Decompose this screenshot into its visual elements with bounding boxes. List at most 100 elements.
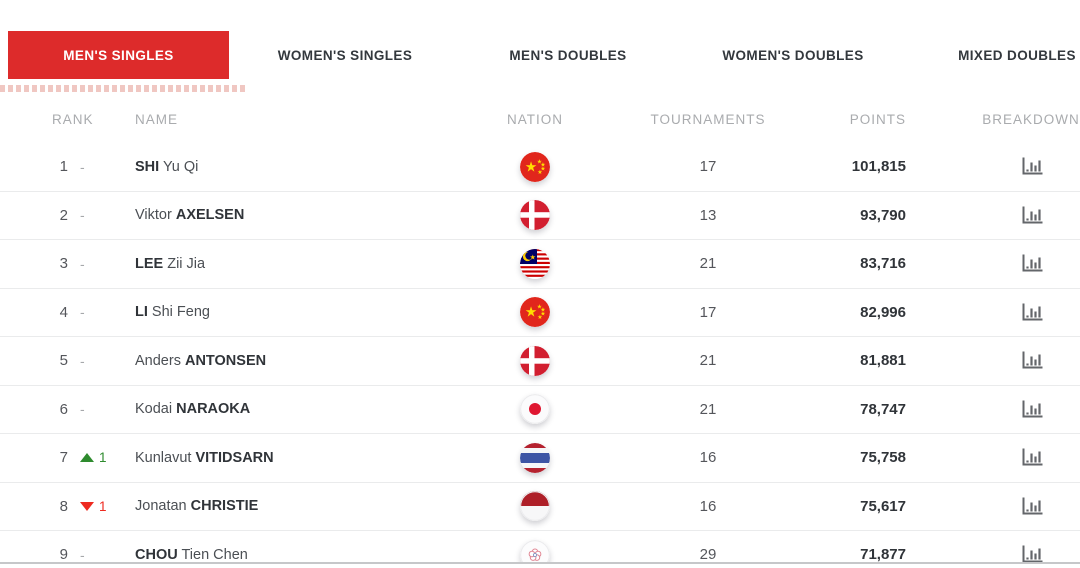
player-name: Jonatan CHRISTIE: [135, 498, 259, 515]
nation-cell: [480, 297, 590, 328]
table-row[interactable]: 1 - SHI Yu Qi 17 101,815: [0, 143, 1080, 192]
tab-womens-singles[interactable]: WOMEN'S SINGLES: [277, 47, 413, 63]
bar-chart-icon: [1022, 400, 1042, 418]
rank-change: -: [72, 547, 130, 562]
flag-mas-icon: [520, 248, 550, 279]
breakdown-button[interactable]: [1017, 397, 1046, 422]
table-row[interactable]: 3 - LEE Zii Jia 21 83,716: [0, 240, 1080, 289]
rank-change: 1: [72, 450, 130, 465]
rank-number: 4: [59, 303, 68, 321]
table-row[interactable]: 9 - CHOU Tien Chen 29 71,877: [0, 531, 1080, 564]
rank-change: 1: [72, 499, 130, 514]
points-value: 81,881: [860, 352, 906, 370]
points-value: 82,996: [860, 303, 906, 321]
header-name: NAME: [135, 111, 179, 127]
no-change-dash: -: [80, 401, 85, 418]
nation-cell: [480, 345, 590, 376]
rank-change: -: [72, 353, 130, 369]
breakdown-button[interactable]: [1017, 445, 1046, 470]
flag-tpe-icon: [520, 539, 550, 562]
rank-change: -: [72, 159, 130, 175]
tab-mixed-doubles[interactable]: MIXED DOUBLES: [958, 47, 1076, 63]
no-change-dash: -: [80, 352, 85, 369]
breakdown-button[interactable]: [1017, 203, 1046, 228]
bar-chart-icon: [1022, 206, 1042, 224]
tournaments-value: 21: [699, 352, 717, 370]
table-body: 1 - SHI Yu Qi 17 101,815 2: [0, 143, 1080, 564]
header-rank: RANK: [52, 111, 94, 127]
breakdown-button[interactable]: [1017, 300, 1046, 325]
player-name: SHI Yu Qi: [135, 158, 199, 175]
tournaments-value: 13: [699, 206, 717, 224]
breakdown-button[interactable]: [1017, 542, 1046, 562]
points-value: 78,747: [860, 400, 906, 418]
points-value: 75,617: [860, 497, 906, 515]
rank-number: 1: [59, 158, 68, 176]
points-value: 71,877: [860, 546, 906, 564]
bar-chart-icon: [1022, 254, 1042, 272]
nation-cell: [480, 200, 590, 231]
flag-jpn-icon: [520, 394, 550, 425]
bar-chart-icon: [1022, 448, 1042, 466]
breakdown-button[interactable]: [1017, 251, 1046, 276]
bar-chart-icon: [1022, 497, 1042, 515]
nation-cell: [480, 151, 590, 182]
tournaments-value: 17: [699, 303, 717, 321]
rank-change: -: [72, 304, 130, 320]
table-row[interactable]: 5 - Anders ANTONSEN 21 81,881: [0, 337, 1080, 386]
flag-chn-icon: [520, 151, 550, 182]
player-name: Kodai NARAOKA: [135, 401, 251, 418]
no-change-dash: -: [80, 255, 85, 272]
flag-den-icon: [520, 200, 550, 231]
nation-cell: [480, 442, 590, 473]
table-row[interactable]: 6 - Kodai NARAOKA 21 78,747: [0, 386, 1080, 434]
tournaments-value: 21: [699, 255, 717, 273]
table-header-row: RANK NAME NATION TOURNAMENTS POINTS BREA…: [0, 95, 1080, 143]
nation-cell: [480, 539, 590, 562]
no-change-dash: -: [80, 158, 85, 175]
table-row[interactable]: 7 1 Kunlavut VITIDSARN 16 75,758: [0, 434, 1080, 483]
table-row[interactable]: 2 - Viktor AXELSEN 13 93,790: [0, 192, 1080, 240]
tournaments-value: 16: [699, 449, 717, 467]
nation-cell: [480, 248, 590, 279]
player-name: LEE Zii Jia: [135, 255, 206, 272]
rank-change-value: 1: [99, 498, 107, 514]
player-name: Viktor AXELSEN: [135, 207, 245, 224]
tournaments-value: 29: [699, 546, 717, 564]
active-tab-underline: [0, 85, 247, 92]
flag-tha-icon: [520, 442, 550, 473]
no-change-dash: -: [80, 207, 85, 224]
breakdown-button[interactable]: [1017, 348, 1046, 373]
player-name: Anders ANTONSEN: [135, 352, 267, 369]
tournaments-value: 16: [699, 497, 717, 515]
header-tournaments: TOURNAMENTS: [650, 111, 766, 127]
tab-mens-singles[interactable]: MEN'S SINGLES: [8, 31, 229, 79]
points-value: 101,815: [851, 158, 906, 176]
tab-womens-doubles[interactable]: WOMEN'S DOUBLES: [722, 47, 864, 63]
tab-mens-doubles[interactable]: MEN'S DOUBLES: [509, 47, 627, 63]
rank-number: 8: [59, 497, 68, 515]
header-breakdown: BREAKDOWN: [982, 111, 1080, 127]
rank-number: 9: [59, 546, 68, 564]
bar-chart-icon: [1022, 545, 1042, 562]
rank-up-icon: [80, 453, 94, 463]
bar-chart-icon: [1022, 157, 1042, 175]
rank-number: 5: [59, 352, 68, 370]
breakdown-button[interactable]: [1017, 154, 1046, 179]
bar-chart-icon: [1022, 351, 1042, 369]
rank-number: 3: [59, 255, 68, 273]
rank-change: -: [72, 256, 130, 272]
points-value: 75,758: [860, 449, 906, 467]
rank-change-value: 1: [99, 450, 107, 466]
ranking-tabs: MEN'S SINGLES WOMEN'S SINGLES MEN'S DOUB…: [0, 0, 1080, 95]
rank-number: 2: [59, 206, 68, 224]
breakdown-button[interactable]: [1017, 494, 1046, 519]
table-row[interactable]: 8 1 Jonatan CHRISTIE 16 75,617: [0, 483, 1080, 531]
table-row[interactable]: 4 - LI Shi Feng 17 82,996: [0, 289, 1080, 337]
points-value: 83,716: [860, 255, 906, 273]
tournaments-value: 21: [699, 400, 717, 418]
no-change-dash: -: [80, 304, 85, 321]
rank-number: 7: [59, 449, 68, 467]
flag-chn-icon: [520, 297, 550, 328]
